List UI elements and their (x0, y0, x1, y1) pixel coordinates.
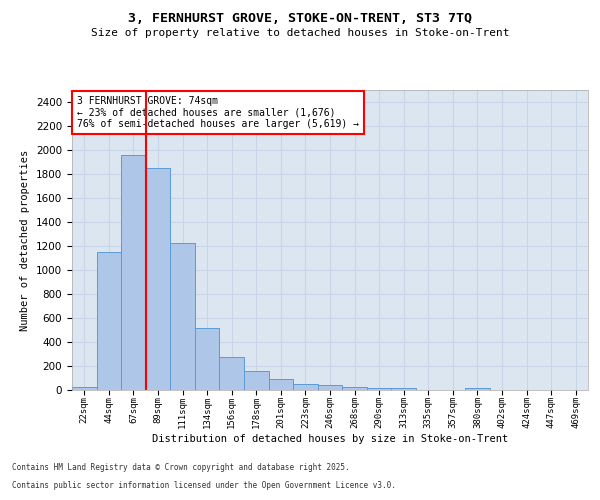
Bar (391, 388, 416, 390)
Bar (97, 252, 121, 390)
Bar (195, 328, 220, 390)
Bar (269, 379, 293, 390)
X-axis label: Distribution of detached houses by size in Stoke-on-Trent: Distribution of detached houses by size … (152, 434, 508, 444)
Bar (342, 387, 367, 390)
Text: Contains public sector information licensed under the Open Government Licence v3: Contains public sector information licen… (12, 481, 396, 490)
Bar (72, 387, 97, 390)
Bar (465, 388, 490, 390)
Bar (367, 388, 391, 390)
Bar (146, 168, 170, 390)
Text: 3, FERNHURST GROVE, STOKE-ON-TRENT, ST3 7TQ: 3, FERNHURST GROVE, STOKE-ON-TRENT, ST3 … (128, 12, 472, 26)
Bar (318, 385, 342, 390)
Bar (121, 155, 146, 390)
Bar (170, 243, 195, 390)
Bar (293, 384, 318, 390)
Bar (220, 357, 244, 390)
Text: Contains HM Land Registry data © Crown copyright and database right 2025.: Contains HM Land Registry data © Crown c… (12, 464, 350, 472)
Text: Size of property relative to detached houses in Stoke-on-Trent: Size of property relative to detached ho… (91, 28, 509, 38)
Y-axis label: Number of detached properties: Number of detached properties (20, 150, 31, 330)
Text: 3 FERNHURST GROVE: 74sqm
← 23% of detached houses are smaller (1,676)
76% of sem: 3 FERNHURST GROVE: 74sqm ← 23% of detach… (77, 96, 359, 129)
Bar (244, 372, 269, 390)
